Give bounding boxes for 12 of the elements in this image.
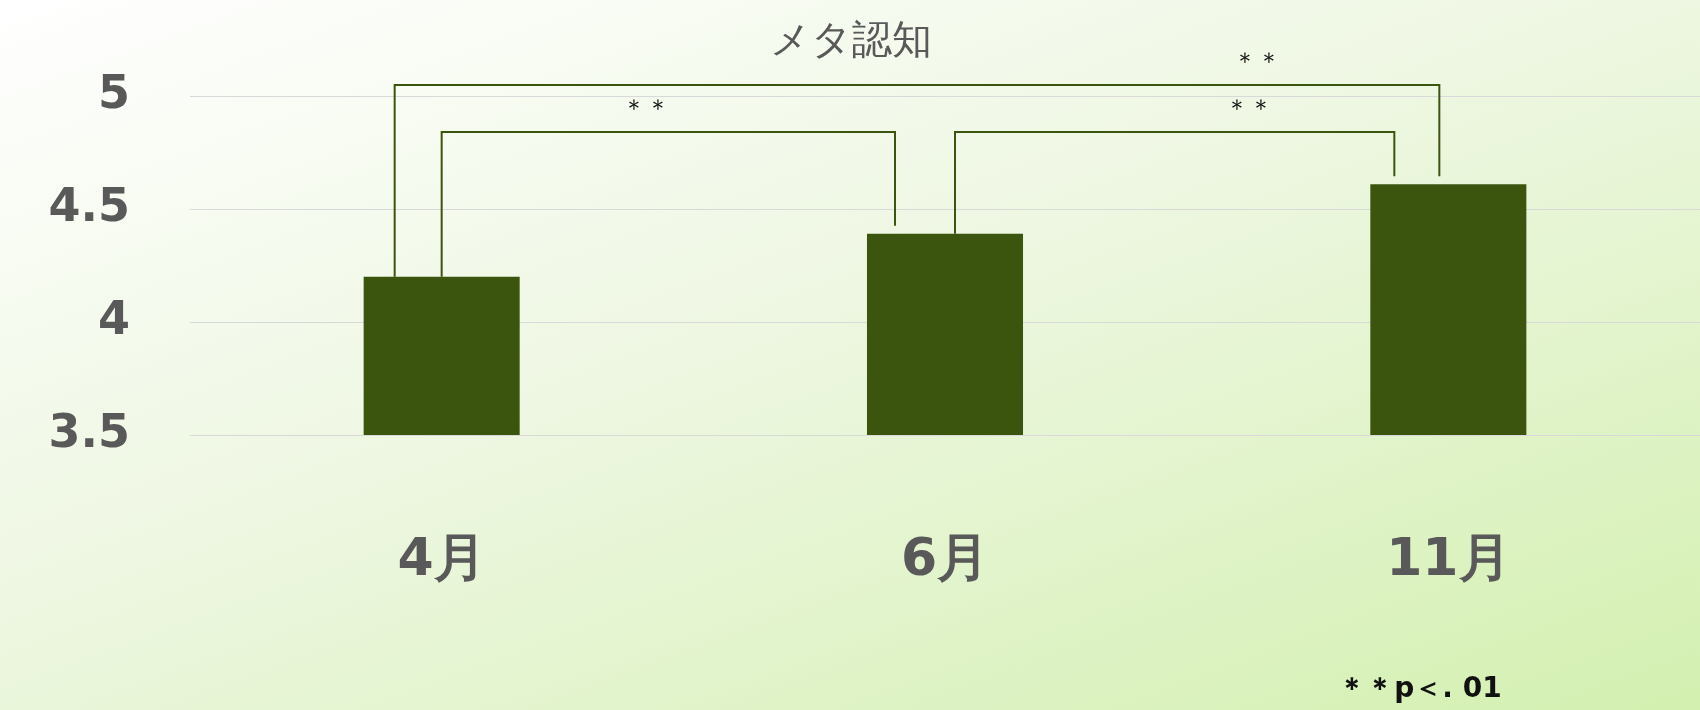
x-tick-label: 6月 — [900, 526, 990, 587]
y-tick-label: 3.5 — [48, 403, 130, 458]
y-tick-label: 4.5 — [48, 177, 130, 232]
y-tick-label: 4 — [97, 290, 130, 345]
annotation: ＊＊ — [621, 94, 670, 123]
text: ＊＊ — [1232, 47, 1281, 76]
x-tick-label: 11月 — [1386, 526, 1511, 587]
text: ＊＊p＜. 01 — [1338, 671, 1502, 705]
x-tick-label: 4月 — [397, 526, 486, 587]
annotation: ＊＊ — [1225, 94, 1274, 123]
chart-title: メタ認知 — [770, 16, 932, 63]
y-tick-label: 5 — [97, 64, 130, 119]
